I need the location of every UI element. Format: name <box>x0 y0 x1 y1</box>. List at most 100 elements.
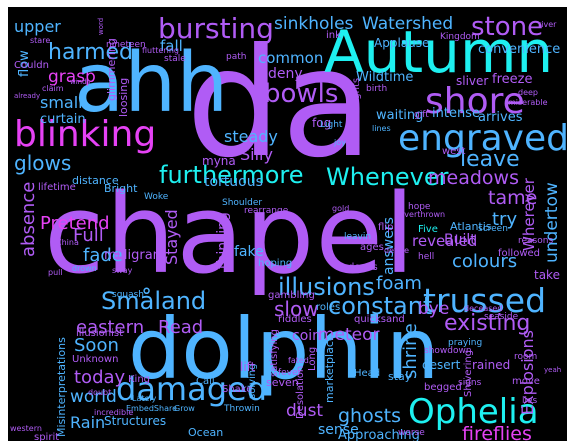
word: Long <box>307 346 318 371</box>
word: deep <box>518 88 538 97</box>
word: common <box>258 49 324 67</box>
word: trussed <box>423 281 547 320</box>
word: fog <box>312 116 332 130</box>
word: undertow <box>542 182 562 263</box>
word: Light <box>320 120 343 130</box>
word: dolphin <box>128 300 440 398</box>
word: Applause <box>374 36 430 50</box>
word: desert <box>422 358 461 372</box>
word: sinkholes <box>274 14 354 34</box>
word: damaged <box>116 370 268 408</box>
word: meadows <box>428 167 519 189</box>
word: winds <box>70 78 91 86</box>
word: chapel <box>44 170 416 298</box>
word: seven <box>266 376 299 389</box>
word: reasons <box>518 236 554 246</box>
word: stay <box>388 370 412 383</box>
word: fluttering <box>142 46 179 55</box>
word: shore <box>425 81 525 122</box>
word: Misinterpretations <box>55 337 68 437</box>
word: try <box>492 209 518 230</box>
word: Stayed <box>162 209 181 265</box>
word: Watershed <box>362 14 454 34</box>
word: nineteen <box>106 40 146 50</box>
word: fake <box>234 244 264 260</box>
word: flip <box>378 222 394 233</box>
word: fever <box>278 368 302 378</box>
word: steady <box>224 127 278 146</box>
word: fated <box>288 356 309 365</box>
word: lift <box>240 360 256 374</box>
word: sway <box>112 266 133 275</box>
word: already <box>14 92 41 100</box>
word: pull <box>48 268 63 277</box>
word: Unknown <box>72 354 119 365</box>
word: Whenever <box>326 163 449 191</box>
word: hell <box>418 252 435 262</box>
word: Built <box>444 232 476 248</box>
word: ages <box>360 242 384 253</box>
word: riddles <box>278 314 312 325</box>
word: lifetime <box>38 182 76 193</box>
word: lines <box>372 124 391 133</box>
word: gift <box>414 110 429 120</box>
word: furthermore <box>159 161 304 189</box>
word: bye <box>418 299 450 319</box>
word: rained <box>472 358 511 372</box>
word: river <box>538 20 557 29</box>
word: ghosts <box>338 405 401 427</box>
word: intense <box>432 106 480 121</box>
word: small <box>40 93 83 112</box>
word: Grow <box>174 404 195 413</box>
word: Lately <box>132 394 157 403</box>
word: doves <box>348 262 378 273</box>
word: deny <box>268 66 303 82</box>
word: Couldn <box>14 60 49 71</box>
word: fade <box>83 245 123 266</box>
word: Head <box>354 368 381 379</box>
word: freeze <box>492 72 533 87</box>
word: distance <box>72 174 119 187</box>
word: stale <box>164 54 186 64</box>
word: Call <box>196 376 215 387</box>
word: convenience <box>478 42 561 57</box>
word: illusions <box>278 273 375 301</box>
word: sense <box>318 422 359 438</box>
word: myna <box>202 154 236 168</box>
word: grasp <box>48 67 96 87</box>
word: bowls <box>264 79 339 109</box>
word: glimmering <box>105 38 118 101</box>
word: rearrange <box>244 206 289 216</box>
word: quicksand <box>354 314 405 325</box>
word: China <box>56 238 79 247</box>
word: move <box>512 376 540 387</box>
word: take <box>534 268 560 282</box>
word: Woke <box>144 192 169 202</box>
word: Pretend <box>40 213 110 234</box>
word: drown <box>72 264 97 273</box>
word: today <box>74 367 126 388</box>
word: EmbedShare <box>126 404 178 413</box>
word: screen <box>478 224 508 234</box>
word: Atlantis <box>450 220 492 233</box>
word: loosing <box>117 77 130 117</box>
word: dust <box>286 401 324 421</box>
word: west <box>442 146 466 157</box>
word: Silly <box>240 145 273 164</box>
word: followed <box>498 248 540 259</box>
word: word <box>97 17 105 35</box>
word: showdown <box>424 346 472 356</box>
word: Shivering <box>463 349 474 397</box>
word: engraved <box>398 118 567 159</box>
word: gold <box>332 204 350 213</box>
word: deceased <box>464 304 503 313</box>
word: incredible <box>94 408 134 417</box>
word: colours <box>452 251 518 272</box>
word: Throwin <box>224 404 260 414</box>
word: tortuous <box>204 174 263 190</box>
word: seaside <box>484 312 519 322</box>
word: constant <box>328 292 433 320</box>
word: glows <box>14 151 72 175</box>
word: foam <box>376 273 422 294</box>
